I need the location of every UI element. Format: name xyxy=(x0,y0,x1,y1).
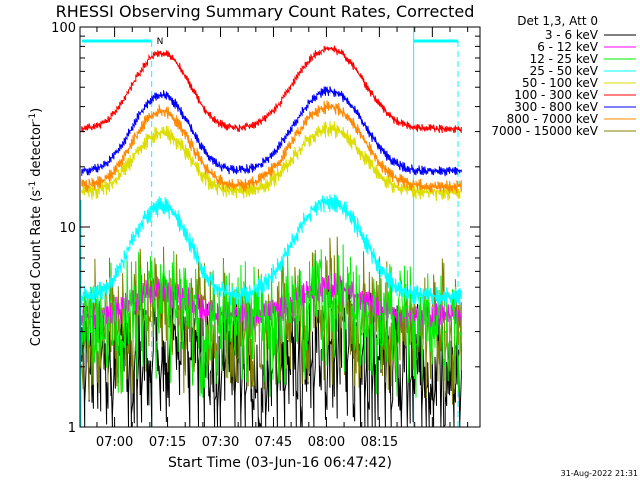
legend-label: 7000 - 15000 keV xyxy=(491,124,598,138)
series-3-6kev xyxy=(81,279,462,428)
y-tick-label: 1 xyxy=(68,421,76,436)
series-800-7000kev xyxy=(81,100,462,194)
y-tick-label: 100 xyxy=(51,21,76,36)
x-tick-label: 07:15 xyxy=(149,435,186,450)
y-axis: 1 10 100 xyxy=(51,21,480,436)
series-300-800kev xyxy=(81,86,462,177)
legend-label: 12 - 25 keV xyxy=(530,52,599,66)
legend-label: 6 - 12 keV xyxy=(537,40,599,54)
x-tick-label: 07:00 xyxy=(96,435,133,450)
series-25-50kev xyxy=(81,194,462,308)
footer-date: 31-Aug-2022 21:31 xyxy=(561,469,638,478)
legend-label: 50 - 100 keV xyxy=(522,76,599,90)
x-tick-label: 07:45 xyxy=(255,435,292,450)
series-50-100kev xyxy=(81,121,462,201)
y-tick-label: 10 xyxy=(59,221,76,236)
legend-label: 3 - 6 keV xyxy=(545,28,599,42)
x-axis-label: Start Time (03-Jun-16 06:47:42) xyxy=(168,455,392,471)
chart-title: RHESSI Observing Summary Count Rates, Co… xyxy=(56,2,475,21)
legend-label: 25 - 50 keV xyxy=(530,64,599,78)
legend-title: Det 1,3, Att 0 xyxy=(517,14,598,28)
x-tick-label: 08:00 xyxy=(308,435,345,450)
legend-label: 100 - 300 keV xyxy=(514,88,598,102)
legend-label: 800 - 7000 keV xyxy=(507,112,599,126)
y-axis-label: Corrected Count Rate (s-1 detector-1) xyxy=(28,108,44,346)
plot-area: N xyxy=(80,27,462,428)
series-100-300kev xyxy=(81,45,462,134)
legend-label: 300 - 800 keV xyxy=(514,100,598,114)
x-axis: 07:00 07:15 07:30 07:45 08:00 08:15 xyxy=(96,27,469,450)
annotation-n: N xyxy=(157,37,164,47)
x-tick-label: 07:30 xyxy=(202,435,239,450)
x-tick-label: 08:15 xyxy=(361,435,398,450)
